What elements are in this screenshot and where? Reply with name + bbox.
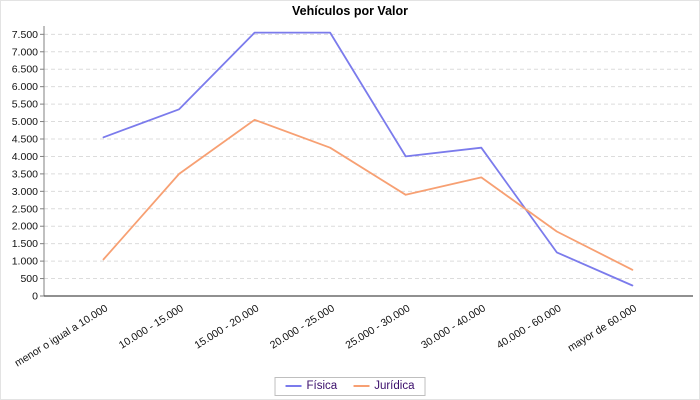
y-tick-label: 6.500 bbox=[12, 64, 38, 76]
y-tick-label: 1.500 bbox=[12, 238, 38, 250]
y-tick-label: 4.500 bbox=[12, 133, 38, 145]
x-category-label: 15.000 - 20.000 bbox=[192, 302, 261, 351]
series-line-juridica bbox=[102, 118, 634, 271]
x-category-label: 40.000 - 60.000 bbox=[495, 302, 564, 351]
legend-label-juridica: Jurídica bbox=[374, 380, 415, 392]
y-tick-label: 1.000 bbox=[12, 256, 38, 268]
y-tick-label: 5.000 bbox=[12, 116, 38, 128]
chart-title: Vehículos por Valor bbox=[291, 4, 408, 18]
x-category-label: 30.000 - 40.000 bbox=[419, 302, 488, 351]
line-chart-plot: 0 500 1.000 1.500 2.000 2.500 3.000 3.500 4.000 4… bbox=[12, 26, 693, 369]
y-tick-label: 3.000 bbox=[12, 186, 38, 198]
y-tick-label: 500 bbox=[20, 273, 38, 285]
y-tick-label: 5.500 bbox=[12, 99, 38, 111]
y-tick-label: 4.000 bbox=[12, 151, 38, 163]
legend-swatch-fisica-icon bbox=[285, 385, 302, 387]
legend-label-fisica: Física bbox=[306, 380, 338, 392]
y-tick-label: 2.500 bbox=[12, 203, 38, 215]
y-tick-label: 7.500 bbox=[12, 29, 38, 41]
legend-item-juridica: Jurídica bbox=[353, 380, 414, 392]
x-category-label: 20.000 - 25.000 bbox=[268, 302, 337, 351]
x-category-label: mayor de 60.000 bbox=[566, 302, 639, 354]
legend-item-fisica: Física bbox=[285, 380, 338, 392]
x-category-label: 25.000 - 30.000 bbox=[344, 302, 413, 351]
y-tick-label: 0 bbox=[32, 291, 38, 303]
y-tick-label: 7.000 bbox=[12, 46, 38, 58]
y-tick-label: 2.000 bbox=[12, 221, 38, 233]
y-tick-label: 6.000 bbox=[12, 81, 38, 93]
y-tick-label: 3.500 bbox=[12, 168, 38, 180]
legend: Física Jurídica bbox=[274, 377, 426, 396]
x-category-label: 10.000 - 15.000 bbox=[117, 302, 186, 351]
series-line-fisica bbox=[102, 31, 634, 287]
x-category-label: menor o igual a 10.000 bbox=[13, 302, 111, 369]
legend-swatch-juridica-icon bbox=[353, 385, 370, 387]
